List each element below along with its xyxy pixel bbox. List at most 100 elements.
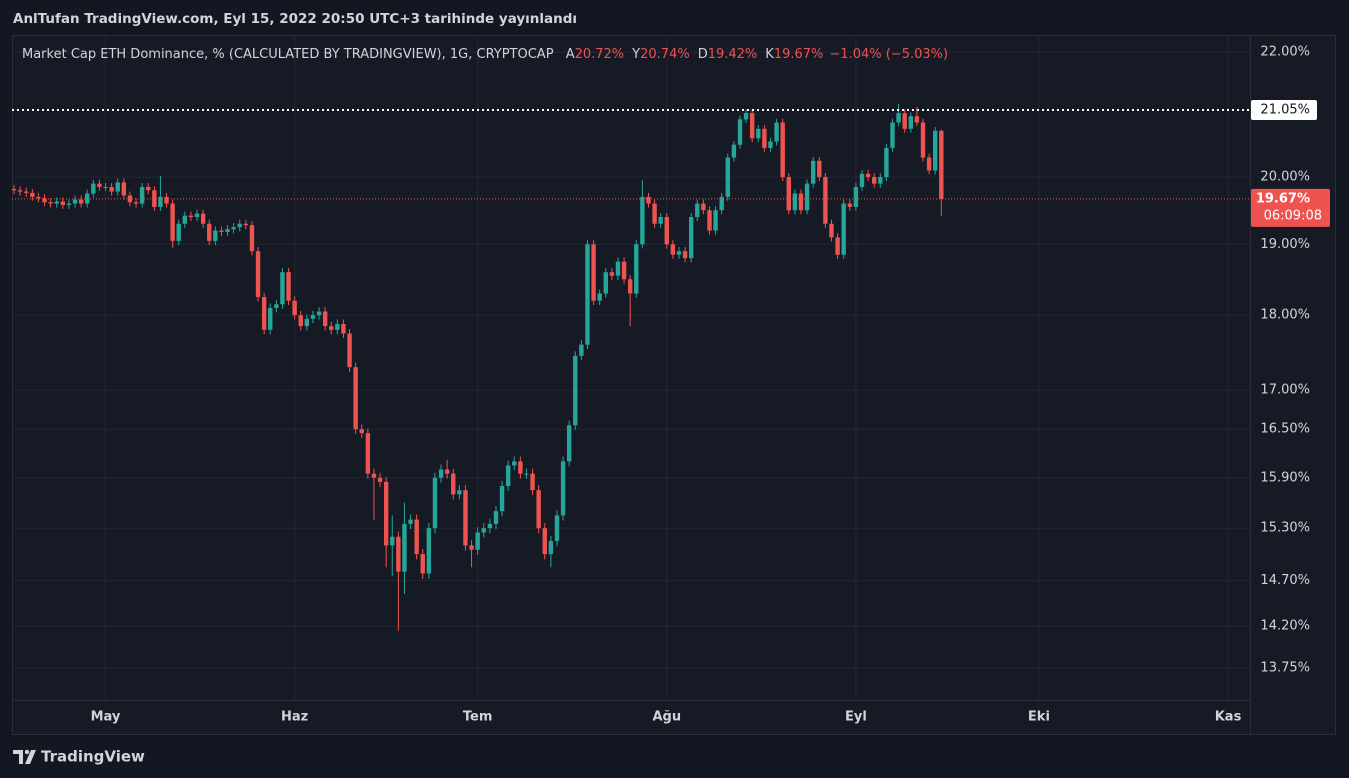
candle-body [292,300,297,316]
candle-body [920,122,926,158]
candle-body [780,122,785,178]
candle-body [353,367,358,430]
legend-value: 20.72% [575,47,625,62]
candle-body [597,293,602,301]
candle-body [762,128,767,148]
candle-body [335,323,340,330]
candle-body [835,237,840,255]
series-title: Market Cap ETH Dominance, % (CALCULATED … [22,47,554,62]
header: AnlTufan TradingView.com, Eyl 15, 2022 2… [13,11,577,27]
candle-body [304,318,310,327]
legend-value: 19.42% [708,47,758,62]
candle-body [188,215,194,217]
candle-body [438,469,444,478]
candle-body [682,251,688,259]
legend-change: −1.04% (−5.03%) [829,47,948,62]
candle-body [414,519,419,555]
candle-body [261,297,267,330]
candle-body [121,182,127,196]
candle-body [274,304,279,308]
candle-body [621,261,627,280]
candle-body [451,473,456,495]
candle-body [213,230,218,241]
legend-value: 19.67% [774,47,824,62]
candle-body [731,144,737,158]
x-tick-label: May [91,710,121,725]
candle-body [676,251,682,255]
candle-body [481,528,486,533]
candle-body [176,223,181,241]
candle-body [701,203,706,211]
candle-body [939,130,944,199]
candle-body [756,128,761,139]
y-tick-label: 22.00% [1260,45,1310,60]
candle-body [542,528,547,555]
candle-body [24,191,29,193]
candle-body [426,528,432,574]
last-price-box [1251,188,1330,227]
candle-body [579,344,584,356]
candle-body [658,216,663,224]
candle-body [878,177,883,184]
candle-body [66,203,72,205]
candle-body [322,311,328,327]
x-tick-label: Eyl [845,710,867,725]
last-price-label: 19.67% [1256,191,1310,206]
candle-body [518,461,523,474]
candle-body [634,244,639,294]
candle-body [933,130,938,171]
candle-body [560,461,566,516]
candle-body [225,229,230,232]
candle-body [17,190,23,192]
candle-body [695,203,700,217]
candle-body [469,545,474,550]
y-tick-label: 14.70% [1260,573,1310,588]
y-tick-label: 14.20% [1260,618,1310,633]
legend-value: 20.74% [640,47,690,62]
candle-body [48,202,53,204]
candle-body [890,122,895,148]
y-tick-label: 19.00% [1260,237,1310,252]
footer-logo [13,749,36,764]
candle-body [615,261,621,276]
candle-body [347,333,352,368]
candle-body [566,425,572,462]
candle-body [603,272,608,294]
candle-body [829,223,834,238]
candle-body [865,173,871,178]
candle-body [36,196,41,199]
candle-body [243,223,249,226]
y-tick-label: 15.30% [1260,521,1310,536]
y-tick-label: 20.00% [1260,170,1310,185]
candle-body [91,183,96,194]
legend-key: K [765,47,774,62]
candle-body [207,223,212,241]
candle-body [463,490,468,546]
candle-body [170,203,175,241]
candle-body [298,315,303,327]
candle-body [164,196,169,204]
candle-body [310,315,316,319]
countdown: 06:09:08 [1264,208,1322,223]
candle-body [30,192,35,197]
candle-body [853,186,859,207]
candle-body [78,199,84,204]
x-tick-label: Eki [1028,710,1050,725]
candle-body [329,326,334,330]
candle-body [420,554,425,574]
candle-body [664,216,669,245]
candle-body [652,203,657,224]
candle-body [505,465,511,487]
y-tick-label: 16.50% [1260,422,1310,437]
candle-body [341,323,346,334]
candle-body [280,272,285,305]
candle-body [914,116,920,123]
candle-body [524,473,529,475]
candle-body [774,122,779,142]
candle-body [402,523,407,572]
x-tick-label: Tem [463,710,493,725]
candle-body [42,198,47,203]
candle-body [115,182,120,192]
candle-body [585,244,590,345]
